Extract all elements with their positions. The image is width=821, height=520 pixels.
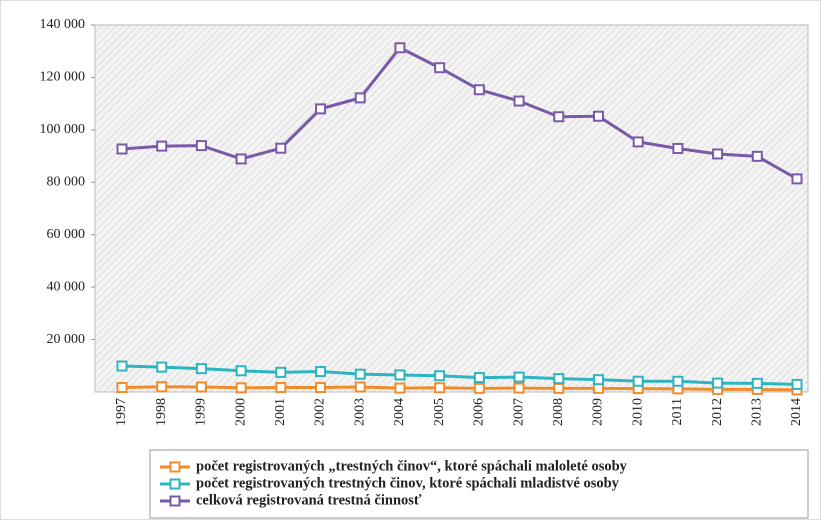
point-marker — [672, 142, 684, 154]
x-tick-label: 2002 — [313, 398, 328, 426]
x-tick-label: 2006 — [472, 398, 487, 426]
point-marker — [434, 370, 446, 382]
x-tick-label: 1999 — [194, 398, 209, 426]
legend-box — [149, 449, 809, 519]
point-marker — [354, 368, 366, 380]
point-marker — [592, 374, 604, 386]
point-marker — [354, 381, 366, 393]
point-marker — [275, 142, 287, 154]
legend-label: celková registrovaná trestná činnosť — [196, 492, 422, 508]
point-marker — [791, 378, 803, 390]
x-tick-label: 2009 — [591, 398, 606, 426]
x-tick-label: 2012 — [710, 398, 725, 426]
x-tick-label: 2010 — [630, 398, 645, 426]
point-marker — [751, 377, 763, 389]
point-marker — [275, 382, 287, 394]
point-marker — [195, 381, 207, 393]
point-marker — [632, 136, 644, 148]
point-marker — [156, 140, 168, 152]
point-marker — [394, 369, 406, 381]
x-tick-label: 2003 — [352, 398, 367, 426]
point-marker — [394, 382, 406, 394]
series-line — [121, 385, 798, 392]
point-marker — [473, 382, 485, 394]
point-marker — [513, 95, 525, 107]
legend-marker — [169, 495, 181, 507]
series-line — [121, 364, 798, 386]
x-tick-label: 2005 — [432, 398, 447, 426]
point-marker — [116, 360, 128, 372]
point-marker — [473, 372, 485, 384]
point-marker — [712, 148, 724, 160]
point-marker — [672, 375, 684, 387]
legend-marker — [169, 478, 181, 490]
x-tick-label: 2001 — [273, 398, 288, 426]
x-tick-label: 2007 — [511, 398, 526, 426]
x-tick-label: 1998 — [154, 398, 169, 426]
x-tick-label: 2011 — [670, 398, 685, 425]
point-marker — [791, 173, 803, 185]
x-tick-label: 2000 — [233, 398, 248, 426]
x-tick-label: 2014 — [789, 398, 804, 426]
point-marker — [592, 382, 604, 394]
point-marker — [235, 382, 247, 394]
point-marker — [513, 382, 525, 394]
legend-item: počet registrovaných trestných činov, kt… — [160, 475, 620, 491]
point-marker — [354, 92, 366, 104]
point-marker — [712, 377, 724, 389]
point-marker — [434, 62, 446, 74]
point-marker — [394, 42, 406, 54]
series-line — [121, 45, 798, 181]
legend-label: počet registrovaných „trestných činov“, … — [196, 458, 628, 474]
x-tick-label: 2008 — [551, 398, 566, 426]
legend-marker — [169, 461, 181, 473]
point-marker — [156, 361, 168, 373]
y-tick-label: 20 000 — [47, 332, 86, 347]
point-marker — [156, 381, 168, 393]
legend-item: počet registrovaných „trestných činov“, … — [160, 458, 628, 474]
point-marker — [116, 382, 128, 394]
point-marker — [553, 373, 565, 385]
point-marker — [751, 150, 763, 162]
plot-area — [94, 24, 809, 393]
point-marker — [195, 363, 207, 375]
point-marker — [553, 111, 565, 123]
legend-item: celková registrovaná trestná činnosť — [160, 492, 422, 508]
y-tick-label: 140 000 — [40, 17, 86, 32]
y-tick-label: 100 000 — [40, 122, 86, 137]
x-tick-label: 2013 — [750, 398, 765, 426]
point-marker — [434, 382, 446, 394]
point-marker — [592, 110, 604, 122]
point-marker — [195, 140, 207, 152]
y-tick-label: 40 000 — [47, 279, 86, 294]
point-marker — [513, 371, 525, 383]
y-tick-label: 60 000 — [47, 227, 86, 242]
point-marker — [315, 382, 327, 394]
y-tick-label: 120 000 — [40, 70, 86, 85]
y-tick-label: 80 000 — [47, 175, 86, 190]
x-tick-label: 1997 — [114, 398, 129, 426]
point-marker — [235, 365, 247, 377]
point-marker — [235, 153, 247, 165]
point-marker — [632, 375, 644, 387]
point-marker — [473, 84, 485, 96]
point-marker — [553, 382, 565, 394]
point-marker — [116, 143, 128, 155]
legend-label: počet registrovaných trestných činov, kt… — [196, 475, 620, 491]
x-tick-label: 2004 — [392, 398, 407, 426]
point-marker — [315, 103, 327, 115]
point-marker — [275, 366, 287, 378]
point-marker — [315, 366, 327, 378]
